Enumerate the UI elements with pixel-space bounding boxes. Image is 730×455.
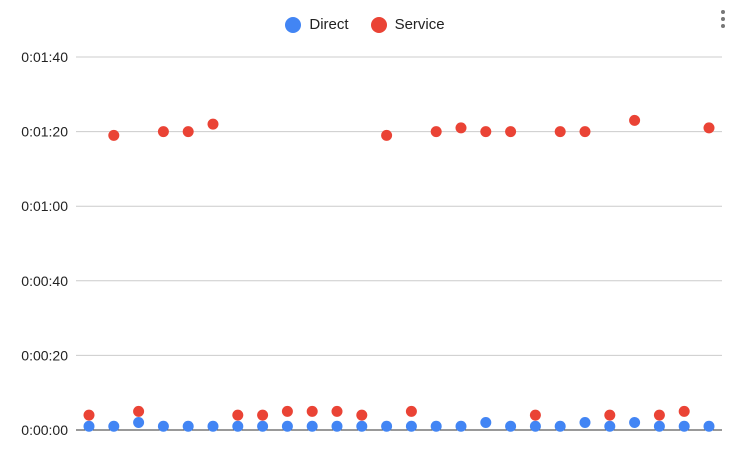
- point-direct-16[interactable]: [455, 420, 467, 432]
- point-direct-19[interactable]: [529, 420, 541, 432]
- y-tick-label: 0:00:00: [21, 422, 68, 438]
- point-service-25[interactable]: [678, 405, 690, 417]
- point-direct-12[interactable]: [356, 420, 368, 432]
- point-service-18[interactable]: [505, 126, 517, 138]
- point-service-26[interactable]: [703, 122, 715, 134]
- point-service-2[interactable]: [108, 129, 120, 141]
- point-service-10[interactable]: [306, 405, 318, 417]
- point-direct-3[interactable]: [133, 417, 145, 429]
- point-direct-5[interactable]: [182, 420, 194, 432]
- y-tick-label: 0:01:00: [21, 198, 68, 214]
- point-direct-22[interactable]: [604, 420, 616, 432]
- point-service-13[interactable]: [381, 129, 393, 141]
- legend-label-service: Service: [394, 16, 445, 33]
- point-service-11[interactable]: [331, 405, 343, 417]
- point-direct-7[interactable]: [232, 420, 244, 432]
- chart-menu-icon[interactable]: [716, 10, 730, 28]
- point-direct-20[interactable]: [554, 420, 566, 432]
- legend-label-direct: Direct: [309, 16, 349, 33]
- point-service-15[interactable]: [430, 126, 442, 138]
- point-service-1[interactable]: [83, 409, 95, 421]
- point-direct-26[interactable]: [703, 420, 715, 432]
- point-direct-14[interactable]: [405, 420, 417, 432]
- point-direct-24[interactable]: [653, 420, 665, 432]
- point-direct-10[interactable]: [306, 420, 318, 432]
- point-direct-6[interactable]: [207, 420, 219, 432]
- point-service-6[interactable]: [207, 118, 219, 130]
- legend-item-service[interactable]: Service: [370, 16, 445, 33]
- point-service-23[interactable]: [629, 114, 641, 126]
- legend-item-direct[interactable]: Direct: [285, 16, 349, 33]
- point-service-8[interactable]: [257, 409, 269, 421]
- point-direct-9[interactable]: [281, 420, 293, 432]
- point-service-12[interactable]: [356, 409, 368, 421]
- point-service-16[interactable]: [455, 122, 467, 134]
- point-direct-18[interactable]: [505, 420, 517, 432]
- point-direct-15[interactable]: [430, 420, 442, 432]
- point-direct-17[interactable]: [480, 417, 492, 429]
- y-tick-label: 0:00:20: [21, 347, 68, 363]
- point-direct-25[interactable]: [678, 420, 690, 432]
- point-direct-11[interactable]: [331, 420, 343, 432]
- point-direct-1[interactable]: [83, 420, 95, 432]
- point-direct-2[interactable]: [108, 420, 120, 432]
- y-tick-label: 0:01:20: [21, 124, 68, 140]
- point-direct-23[interactable]: [629, 417, 641, 429]
- point-service-4[interactable]: [157, 126, 169, 138]
- point-service-14[interactable]: [405, 405, 417, 417]
- point-service-7[interactable]: [232, 409, 244, 421]
- point-service-17[interactable]: [480, 126, 492, 138]
- point-service-3[interactable]: [133, 405, 145, 417]
- legend-swatch-direct: [285, 16, 302, 33]
- legend: Direct Service: [0, 16, 730, 33]
- point-service-22[interactable]: [604, 409, 616, 421]
- point-service-5[interactable]: [182, 126, 194, 138]
- point-service-21[interactable]: [579, 126, 591, 138]
- point-direct-4[interactable]: [157, 420, 169, 432]
- y-tick-label: 0:01:40: [21, 49, 68, 65]
- point-direct-13[interactable]: [381, 420, 393, 432]
- point-service-20[interactable]: [554, 126, 566, 138]
- point-service-24[interactable]: [653, 409, 665, 421]
- point-service-19[interactable]: [529, 409, 541, 421]
- legend-swatch-service: [370, 16, 387, 33]
- y-tick-label: 0:00:40: [21, 273, 68, 289]
- point-direct-8[interactable]: [257, 420, 269, 432]
- point-service-9[interactable]: [281, 405, 293, 417]
- point-direct-21[interactable]: [579, 417, 591, 429]
